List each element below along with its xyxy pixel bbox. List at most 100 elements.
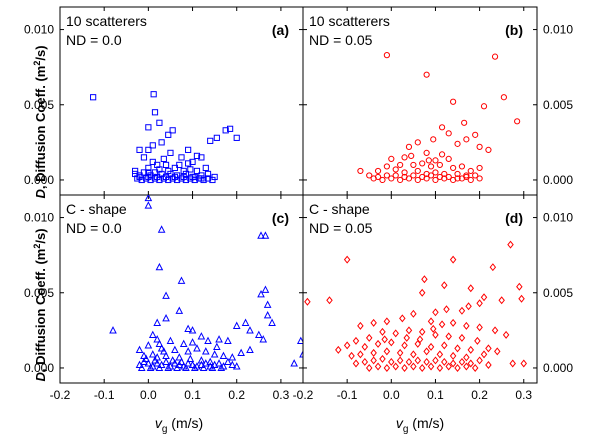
data-point <box>388 338 395 347</box>
data-point <box>509 359 516 368</box>
data-point <box>474 336 481 345</box>
data-point <box>188 326 197 334</box>
y-tick-label: 0.010 <box>543 23 573 37</box>
data-point <box>193 152 201 159</box>
data-point <box>441 281 448 290</box>
data-point <box>151 356 159 364</box>
data-point <box>467 359 475 368</box>
x-tick-label: -0.1 <box>94 388 115 402</box>
data-point <box>410 309 417 318</box>
data-point <box>427 342 435 351</box>
data-point <box>410 161 417 169</box>
data-point <box>467 176 474 184</box>
data-point <box>423 347 430 356</box>
data-point <box>232 321 241 329</box>
data-point <box>193 167 201 175</box>
data-point <box>432 169 439 176</box>
data-point <box>217 363 226 372</box>
data-point <box>167 170 174 178</box>
data-point <box>201 359 210 367</box>
y-tick-label: 0.005 <box>24 286 54 300</box>
data-point <box>211 173 218 181</box>
y-axis-title-bottom: D, Diffusion Coeff. (m2/s) <box>32 228 48 381</box>
data-point <box>489 263 497 272</box>
data-point <box>157 225 166 233</box>
data-point <box>210 350 219 358</box>
data-point <box>374 339 382 348</box>
data-point <box>145 169 152 176</box>
data-point <box>184 359 192 367</box>
data-point <box>405 143 413 150</box>
y-tick-label: 0.005 <box>543 286 573 300</box>
data-point <box>445 362 452 371</box>
data-point <box>388 357 395 366</box>
data-point <box>365 333 373 342</box>
data-point <box>263 311 272 319</box>
data-point <box>427 163 435 170</box>
data-point <box>414 176 421 184</box>
data-point <box>185 160 192 167</box>
data-point <box>458 163 466 170</box>
data-point <box>454 344 461 353</box>
data-point <box>454 363 461 372</box>
data-point <box>471 363 479 372</box>
data-point <box>169 127 176 134</box>
data-point <box>237 348 245 357</box>
data-point <box>463 353 470 362</box>
data-point <box>436 363 444 372</box>
data-point <box>370 318 377 327</box>
data-point <box>177 276 186 284</box>
data-point <box>233 134 240 141</box>
data-point <box>410 350 417 359</box>
data-point <box>438 124 446 131</box>
data-point <box>379 354 386 363</box>
data-point <box>204 170 212 178</box>
data-point <box>149 158 156 166</box>
data-point <box>188 338 197 346</box>
data-point <box>261 231 270 239</box>
y-tick-label: 0.000 <box>24 173 54 187</box>
data-point <box>397 161 404 169</box>
data-point <box>419 160 426 167</box>
data-point <box>427 172 435 179</box>
x-tick-label: -0.2 <box>293 388 314 402</box>
y-tick-label: 0.010 <box>24 23 54 37</box>
data-point <box>410 172 417 179</box>
data-point <box>445 155 452 163</box>
data-point <box>494 347 501 356</box>
data-point <box>197 356 206 364</box>
data-point <box>176 161 183 169</box>
x-tick-label: 0.3 <box>515 388 532 402</box>
data-point <box>414 139 421 146</box>
data-point <box>154 173 161 181</box>
data-point <box>450 164 457 172</box>
data-point <box>441 357 448 366</box>
data-point <box>241 318 250 326</box>
data-points <box>304 240 527 372</box>
data-point <box>202 164 209 172</box>
data-point <box>145 124 152 131</box>
data-point <box>144 195 153 202</box>
data-point <box>396 356 404 365</box>
data-point <box>197 360 206 369</box>
data-point <box>227 125 234 132</box>
data-point <box>418 363 426 372</box>
data-point <box>219 351 228 360</box>
data-point <box>458 333 466 342</box>
data-point <box>392 329 399 338</box>
data-point <box>445 332 452 341</box>
data-point <box>405 357 413 366</box>
data-point <box>438 151 446 158</box>
data-point <box>168 356 177 364</box>
data-point <box>224 336 232 344</box>
data-point <box>518 294 525 303</box>
data-point <box>175 306 184 314</box>
data-point <box>472 131 479 138</box>
panel-annotation: ND = 0.0 <box>66 32 122 48</box>
panel-c: 0.000 0.005 0.010 -0.2 -0.1 0.0 0.1 0.2 0.3 C - s… <box>24 194 304 402</box>
data-point <box>228 360 237 369</box>
data-point <box>155 339 164 347</box>
data-point <box>383 347 391 356</box>
data-point <box>379 327 386 336</box>
